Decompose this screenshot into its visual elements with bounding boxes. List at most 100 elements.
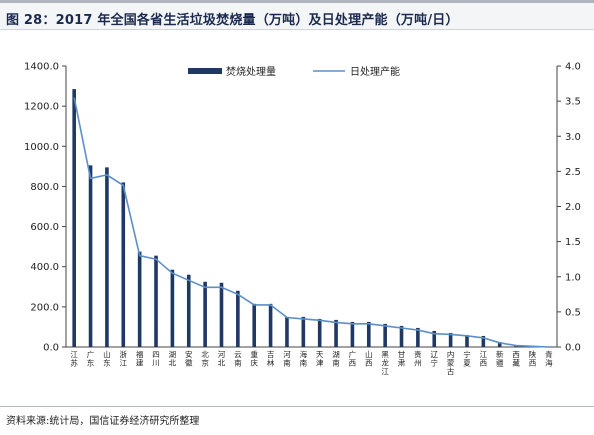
bar <box>481 335 486 347</box>
category-label: 内蒙古 <box>447 349 455 376</box>
footer-divider <box>0 406 594 407</box>
category-char: 青 <box>545 349 553 359</box>
bar <box>268 303 273 347</box>
bar <box>203 281 207 347</box>
y-left-tick-label: 600.0 <box>30 222 59 233</box>
category-label: 北京 <box>201 350 209 368</box>
category-char: 海 <box>545 358 553 368</box>
y-left-tick-label: 200.0 <box>30 302 59 313</box>
category-label: 新疆 <box>496 349 504 368</box>
category-char: 黑 <box>381 350 389 359</box>
chart-title: 图 28：2017 年全国各省生活垃圾焚烧量（万吨）及日处理产能（万吨/日） <box>6 13 459 28</box>
bar <box>252 303 257 347</box>
category-char: 浙 <box>120 349 128 359</box>
category-label: 吉林 <box>267 350 275 368</box>
category-char: 广 <box>349 349 357 359</box>
legend-bar-label: 焚烧处理量 <box>226 65 276 78</box>
category-char: 建 <box>136 358 144 368</box>
category-char: 河 <box>283 350 291 359</box>
legend-line-label: 日处理产能 <box>350 65 400 78</box>
category-label: 湖北 <box>169 350 177 368</box>
category-label: 浙江 <box>120 349 128 368</box>
category-char: 北 <box>201 350 209 359</box>
y-right-tick-label: 1.5 <box>565 237 581 248</box>
bar <box>465 334 469 347</box>
y-right-tick-label: 1.0 <box>565 272 581 283</box>
category-char: 疆 <box>496 359 504 368</box>
category-label: 重庆 <box>250 350 258 368</box>
bar <box>497 341 502 347</box>
category-char: 北 <box>169 359 177 368</box>
y-right-tick-label: 2.5 <box>565 167 581 178</box>
bar <box>334 319 338 347</box>
category-char: 东 <box>87 358 95 368</box>
legend: 焚烧处理量 日处理产能 <box>188 65 400 78</box>
category-char: 庆 <box>250 358 258 368</box>
category-char: 辽 <box>431 350 439 359</box>
legend-bar-swatch <box>188 68 222 74</box>
category-char: 东 <box>103 358 111 368</box>
category-char: 西 <box>480 359 488 368</box>
category-label: 辽宁 <box>431 350 439 368</box>
category-label: 广东 <box>87 349 95 368</box>
category-char: 江 <box>480 350 488 359</box>
category-char: 甘 <box>398 349 406 359</box>
y-left-tick-label: 1000.0 <box>24 142 59 153</box>
bar <box>301 316 306 347</box>
y-right-tick-label: 4.0 <box>565 62 581 73</box>
category-label: 陕西 <box>529 349 537 368</box>
category-char: 福 <box>136 350 144 359</box>
category-labels: 江苏广东山东浙江福建四川湖北安徽北京河北云南重庆吉林河南海南天津湖南广西山西黑龙… <box>70 349 553 376</box>
category-char: 重 <box>250 350 258 359</box>
bar <box>416 327 420 347</box>
y-right-tick-label: 3.5 <box>565 97 581 108</box>
category-label: 天津 <box>316 350 324 368</box>
category-char: 林 <box>267 358 275 368</box>
bar <box>121 182 126 347</box>
category-label: 四川 <box>152 350 160 368</box>
y-right-tick-label: 0.0 <box>565 343 581 354</box>
category-char: 海 <box>300 349 308 359</box>
category-char: 津 <box>316 359 324 368</box>
category-char: 肃 <box>398 358 406 368</box>
y-left-tick-label: 1400.0 <box>24 62 59 73</box>
category-label: 青海 <box>545 349 553 368</box>
category-label: 湖南 <box>332 350 340 368</box>
category-label: 江西 <box>480 350 488 368</box>
category-char: 宁 <box>431 358 439 368</box>
bar <box>137 251 142 347</box>
category-char: 四 <box>152 350 160 359</box>
category-char: 京 <box>201 358 209 368</box>
source-note: 资料来源:统计局，国信证券经济研究所整理 <box>6 416 200 427</box>
category-label: 宁夏 <box>463 349 471 368</box>
category-char: 州 <box>414 359 422 368</box>
title-bar: 图 28：2017 年全国各省生活垃圾焚烧量（万吨）及日处理产能（万吨/日） <box>0 0 594 30</box>
axes: 0.0 200.0 400.0 600.0 800.0 1000.0 1200.0 1400.… <box>24 62 581 354</box>
bar <box>317 318 322 347</box>
category-label: 山西 <box>365 349 373 368</box>
category-char: 贵 <box>414 349 422 359</box>
category-char: 南 <box>300 358 308 368</box>
category-char: 藏 <box>512 358 520 368</box>
category-label: 广西 <box>349 349 357 368</box>
y-left-tick-label: 800.0 <box>30 182 59 193</box>
category-char: 西 <box>529 359 537 368</box>
category-char: 西 <box>365 359 373 368</box>
category-char: 广 <box>87 349 95 359</box>
bar <box>432 330 437 347</box>
category-char: 苏 <box>70 358 78 368</box>
category-char: 川 <box>152 359 160 368</box>
y-left-tick-label: 0.0 <box>43 343 59 354</box>
category-char: 江 <box>120 359 128 368</box>
category-char: 宁 <box>463 349 471 359</box>
category-label: 黑龙江 <box>381 350 389 376</box>
category-char: 徽 <box>185 358 193 368</box>
category-char: 江 <box>381 367 389 376</box>
bar <box>350 321 355 347</box>
bar <box>105 167 109 347</box>
y-right-tick-label: 3.0 <box>565 132 581 143</box>
y-right-tick-label: 0.5 <box>565 307 581 318</box>
category-char: 吉 <box>267 350 275 359</box>
bar <box>448 332 453 347</box>
